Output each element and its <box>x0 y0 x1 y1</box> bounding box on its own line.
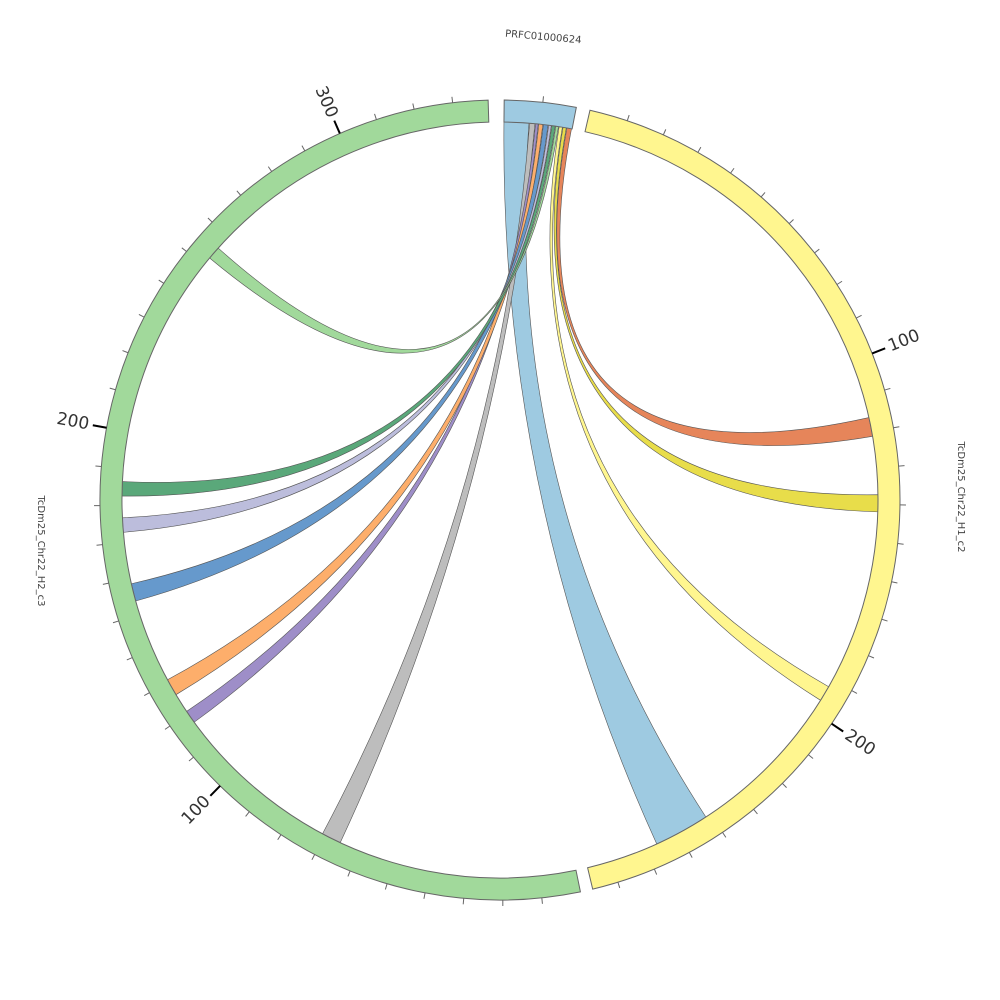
segment <box>503 99 577 130</box>
minor-tick <box>122 350 129 354</box>
segment-label: TcDm25_Chr22_H2_c3 <box>35 495 46 607</box>
minor-tick <box>881 618 888 622</box>
minor-tick <box>126 657 133 661</box>
segments <box>99 99 901 901</box>
tick-label: 100 <box>178 792 215 829</box>
minor-tick <box>267 166 273 172</box>
minor-tick <box>207 217 213 223</box>
minor-tick <box>188 756 194 762</box>
minor-tick <box>102 582 109 585</box>
minor-tick <box>542 96 544 103</box>
segment-label: PRFC01000624 <box>505 29 582 47</box>
major-tick <box>333 120 341 134</box>
minor-tick <box>462 898 465 905</box>
minor-tick <box>412 103 415 110</box>
minor-tick <box>626 114 630 121</box>
minor-tick <box>374 113 377 120</box>
major-tick <box>871 347 886 355</box>
minor-tick <box>697 146 702 153</box>
tick-label: 200 <box>55 409 91 435</box>
ribbon <box>131 124 549 602</box>
minor-tick <box>245 811 250 817</box>
minor-tick <box>836 280 843 285</box>
minor-tick <box>301 145 306 152</box>
minor-tick <box>423 892 426 899</box>
minor-tick <box>891 581 898 584</box>
minor-tick <box>277 834 282 841</box>
minor-tick <box>143 692 150 697</box>
minor-tick <box>753 808 758 815</box>
tick-label: 100 <box>885 326 923 357</box>
minor-tick <box>138 313 145 318</box>
minor-tick <box>808 754 814 759</box>
minor-tick <box>96 544 103 546</box>
minor-tick <box>897 543 904 545</box>
minor-tick <box>236 190 242 196</box>
minor-tick <box>653 868 658 875</box>
minor-tick <box>109 387 116 391</box>
minor-tick <box>851 690 858 694</box>
minor-tick <box>856 314 862 319</box>
minor-tick <box>451 96 454 103</box>
minor-tick <box>688 852 693 858</box>
segment <box>584 109 901 890</box>
ribbon <box>503 121 707 845</box>
minor-tick <box>868 655 875 659</box>
minor-tick <box>112 620 119 624</box>
minor-tick <box>164 725 171 730</box>
minor-tick <box>158 279 165 284</box>
minor-tick <box>722 832 727 838</box>
minor-tick <box>730 167 735 174</box>
major-tick <box>831 722 844 733</box>
segment-label: TcDm25_Chr22_H1_c2 <box>955 441 966 553</box>
minor-tick <box>781 782 787 788</box>
major-tick <box>209 785 221 797</box>
minor-tick <box>814 248 820 254</box>
ribbon <box>322 122 536 843</box>
minor-tick <box>541 897 543 904</box>
minor-tick <box>311 854 316 861</box>
minor-tick <box>898 465 905 467</box>
minor-tick <box>884 387 891 391</box>
minor-tick <box>617 882 621 889</box>
minor-tick <box>181 247 187 252</box>
tick-label: 200 <box>841 725 879 760</box>
minor-tick <box>760 192 766 198</box>
segment <box>99 99 582 901</box>
minor-tick <box>662 129 667 136</box>
minor-tick <box>384 883 388 890</box>
major-tick <box>92 424 107 429</box>
minor-tick <box>788 219 794 225</box>
minor-tick <box>893 426 900 429</box>
minor-tick <box>95 465 102 468</box>
tick-label: 300 <box>310 83 341 121</box>
minor-tick <box>347 870 351 877</box>
